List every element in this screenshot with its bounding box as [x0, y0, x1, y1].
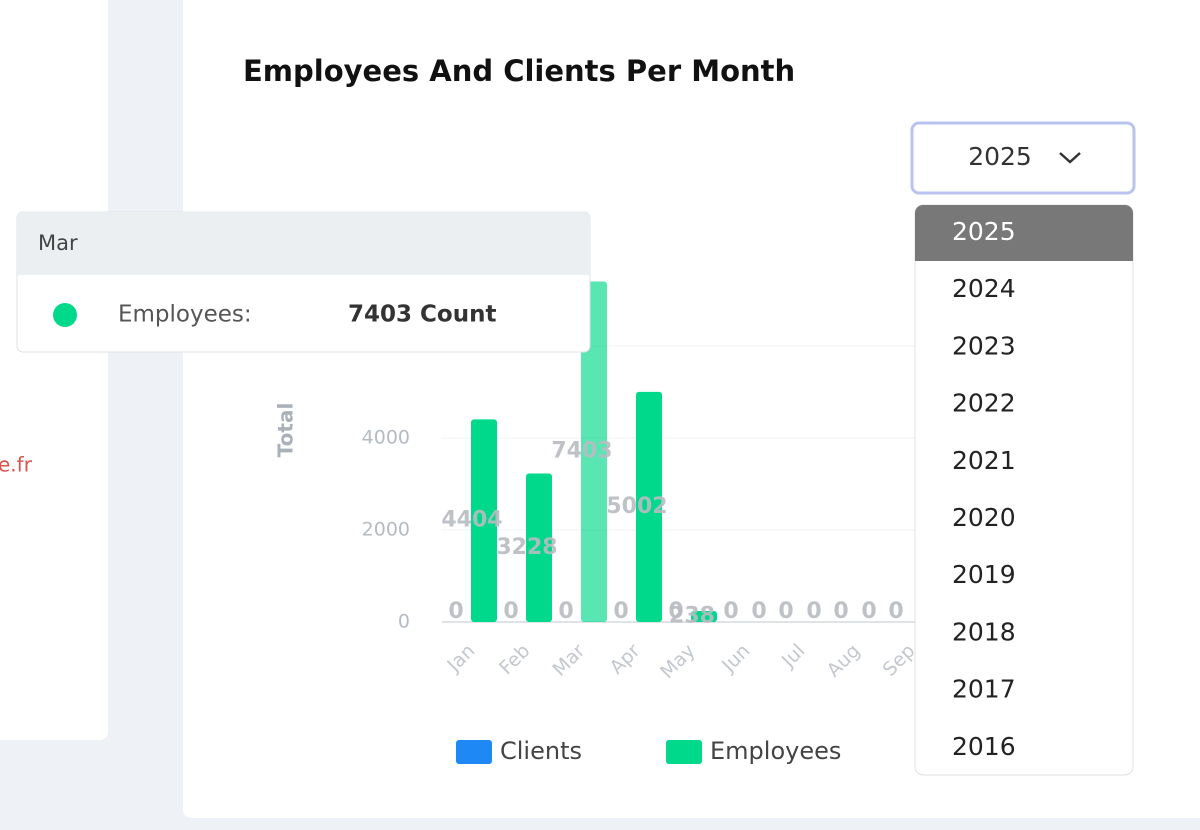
bar [526, 473, 552, 622]
tooltip-value: 7403 Count [348, 302, 496, 328]
year-option[interactable]: 2023 [952, 331, 1016, 360]
y-tick-label: 0 [398, 611, 410, 633]
year-menu: 2025 2024 2023 2022 2021 2020 2019 2018 2017 2016 [914, 204, 1134, 776]
year-option[interactable]: 2017 [952, 675, 1016, 704]
year-option[interactable]: 2025 [952, 217, 1016, 246]
value-label: 0 [806, 599, 821, 624]
y-axis-title: Total [274, 403, 298, 458]
side-card [0, 0, 108, 740]
year-option[interactable]: 2016 [952, 732, 1016, 761]
bar [691, 611, 717, 622]
chart-title: Employees And Clients Per Month [243, 54, 795, 88]
y-tick-label: 2000 [362, 519, 410, 541]
value-label: 0 [751, 599, 766, 624]
year-option[interactable]: 2024 [952, 274, 1016, 303]
y-tick-label: 4000 [362, 427, 410, 449]
value-label: 0 [833, 599, 848, 624]
value-label: 0 [448, 599, 463, 624]
tooltip: Mar Employees: 7403 Count [16, 211, 591, 353]
value-label: 0 [778, 599, 793, 624]
tooltip-title: Mar [38, 231, 78, 255]
value-label: 5002 [606, 494, 667, 519]
value-label: 0 [723, 599, 738, 624]
value-label: 0 [888, 599, 903, 624]
tooltip-header [17, 212, 590, 275]
bar [636, 391, 662, 622]
value-label: 0 [861, 599, 876, 624]
side-link: e.fr [0, 453, 33, 477]
year-option[interactable]: 2020 [952, 503, 1016, 532]
legend-swatch [456, 740, 492, 764]
year-select-value[interactable]: 2025 [968, 142, 1032, 171]
year-select[interactable] [910, 121, 1136, 195]
value-label: 3228 [496, 535, 557, 560]
tooltip-marker [53, 303, 77, 327]
value-label: 0 [558, 599, 573, 624]
legend-swatch [666, 740, 702, 764]
year-option[interactable]: 2022 [952, 389, 1016, 418]
value-label: 238 [669, 604, 715, 629]
chevron [1059, 152, 1081, 164]
legend-label[interactable]: Employees [710, 737, 841, 765]
year-option[interactable]: 2019 [952, 560, 1016, 589]
value-label: 0 [668, 599, 683, 624]
legend-label[interactable]: Clients [500, 737, 582, 765]
value-label: 7403 [551, 439, 612, 464]
bar [581, 281, 607, 622]
year-option[interactable]: 2021 [952, 446, 1016, 475]
value-label: 0 [613, 599, 628, 624]
year-option[interactable]: 2018 [952, 617, 1016, 646]
tooltip-label: Employees: [118, 302, 252, 328]
value-label: 4404 [441, 508, 502, 533]
year-menu-box [914, 204, 1134, 776]
year-option-highlight [915, 205, 1133, 261]
value-label: 0 [503, 599, 518, 624]
bar [471, 419, 497, 622]
